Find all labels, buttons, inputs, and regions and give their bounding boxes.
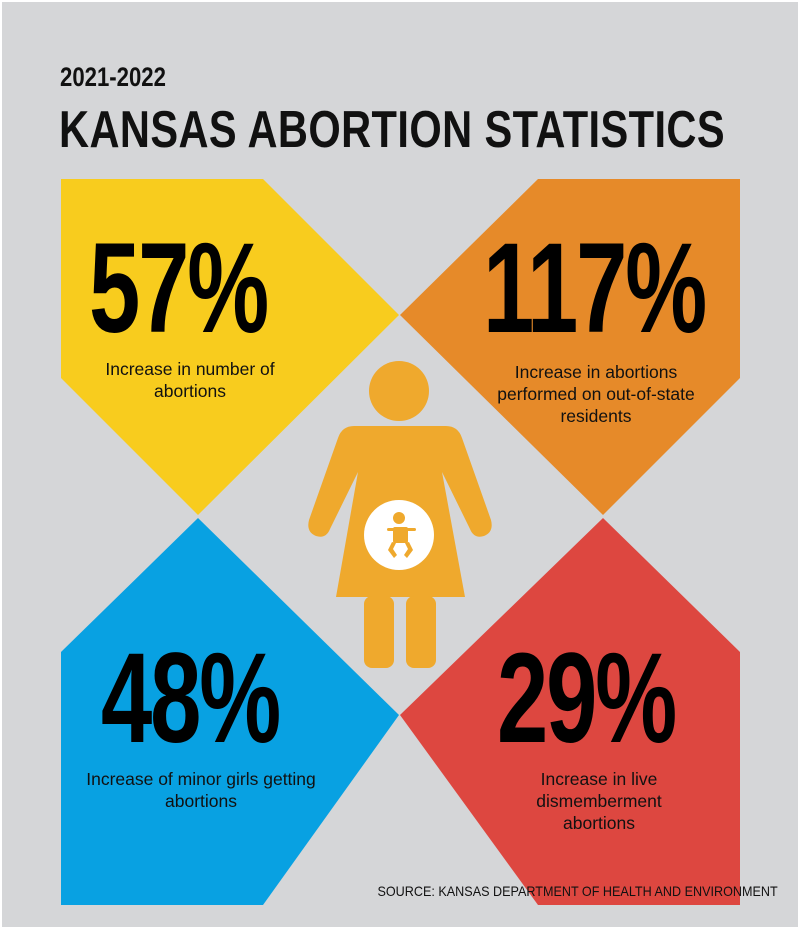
yellow-panel — [61, 179, 399, 515]
stat-label-minors: Increase of minor girls getting abortion… — [86, 769, 316, 811]
stat-value-out-of-state: 117% — [483, 217, 707, 360]
red-panel — [400, 518, 740, 905]
stat-value-dismemberment: 29% — [497, 627, 677, 770]
stat-label-dismemberment: Increase in live dismemberment abortions — [536, 769, 662, 833]
stat-value-number: 57% — [89, 217, 269, 360]
orange-panel — [400, 179, 740, 515]
stat-label-out-of-state: Increase in abortions performed on out-o… — [497, 362, 695, 426]
years-subtitle: 2021-2022 — [60, 62, 166, 92]
baby-icon — [364, 500, 434, 570]
blue-panel — [61, 518, 399, 905]
page-title: KANSAS ABORTION STATISTICS — [59, 101, 725, 159]
stat-value-minors: 48% — [101, 627, 281, 770]
stat-label-number: Increase in number of abortions — [105, 359, 275, 401]
source-note: SOURCE: KANSAS DEPARTMENT OF HEALTH AND … — [377, 883, 778, 899]
